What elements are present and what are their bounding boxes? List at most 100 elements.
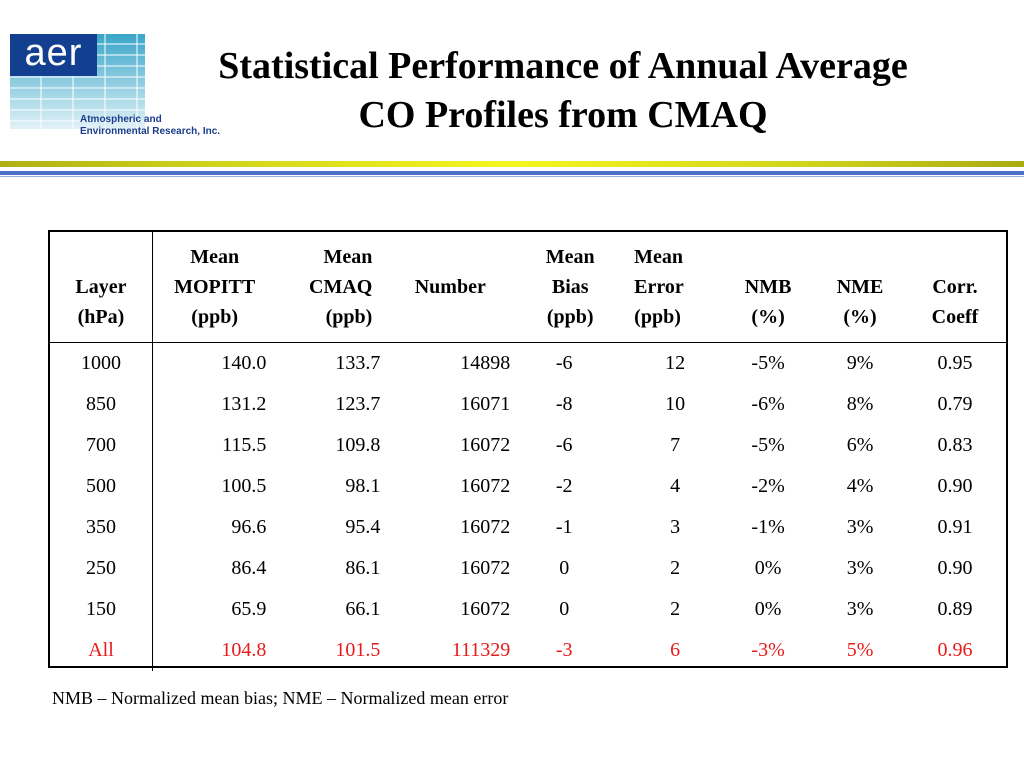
table-row: 350 96.6 95.4 16072 -1 3 -1% 3% 0.91	[50, 507, 1006, 548]
table-cell: 7	[670, 434, 681, 456]
table-cell: -2	[555, 475, 573, 497]
table-cell: -1	[555, 516, 573, 538]
table-cell: 140.0	[221, 352, 267, 374]
table-cell: 86.1	[345, 557, 381, 579]
table-row: 250 86.4 86.1 16072 0 2 0% 3% 0.90	[50, 548, 1006, 589]
table-cell: 150	[50, 589, 153, 630]
logo-mark: aer	[10, 34, 97, 76]
table-cell: 1000	[50, 342, 153, 384]
aer-logo: aer Atmospheric and Environmental Resear…	[10, 34, 235, 139]
table-cell: 3%	[846, 598, 874, 620]
column-header-line: (%)	[751, 306, 785, 328]
table-row: 150 65.9 66.1 16072 0 2 0% 3% 0.89	[50, 589, 1006, 630]
table-cell: 700	[50, 425, 153, 466]
footnote: NMB – Normalized mean bias; NME – Normal…	[52, 688, 509, 708]
column-header-line: MOPITT	[174, 276, 256, 298]
table-cell: 0.96	[937, 639, 973, 661]
column-header-line: NMB	[744, 276, 792, 298]
table-cell: 250	[50, 548, 153, 589]
column-header: Number	[380, 232, 521, 343]
table-cell: 16072	[460, 516, 511, 538]
column-header: Mean CMAQ (ppb)	[276, 232, 381, 343]
table-cell: -8	[555, 393, 573, 415]
column-header-line: Layer	[75, 276, 127, 298]
table-cell: 350	[50, 507, 153, 548]
table-cell: 3%	[846, 557, 874, 579]
column-header-line	[380, 242, 520, 272]
column-header-line: CMAQ	[309, 276, 373, 298]
table-cell: 4%	[846, 475, 874, 497]
table-cell: 0.83	[937, 434, 973, 456]
table-cell: 65.9	[231, 598, 267, 620]
table-cell: 0%	[754, 557, 782, 579]
table-cell: 96.6	[231, 516, 267, 538]
column-header: Corr. Coeff	[904, 232, 1006, 343]
total-row: All 104.8 101.5 111329 -3 6 -3% 5% 0.96	[50, 630, 1006, 671]
table-row: 850 131.2 123.7 16071 -8 10 -6% 8% 0.79	[50, 384, 1006, 425]
table-body: 1000 140.0 133.7 14898 -6 12 -5% 9% 0.95 850 131.2…	[50, 342, 1006, 671]
column-header-line	[816, 242, 904, 272]
table-cell: 0.79	[937, 393, 973, 415]
divider-blue	[0, 171, 1024, 175]
table-cell: -2%	[751, 475, 785, 497]
table-cell: 9%	[846, 352, 874, 374]
table-cell: 123.7	[335, 393, 381, 415]
column-header-line: Corr.	[932, 276, 978, 298]
table-cell: -6	[555, 352, 573, 374]
logo-company-name: Atmospheric and Environmental Research, …	[80, 114, 220, 138]
column-header-line: Bias	[551, 276, 589, 298]
table-cell: 100.5	[221, 475, 267, 497]
table-cell: 14898	[460, 352, 511, 374]
column-header-line: (ppb)	[546, 306, 594, 328]
table-cell: 115.5	[222, 434, 267, 456]
table-cell: 131.2	[221, 393, 267, 415]
column-header-line: (%)	[843, 306, 877, 328]
column-header: Mean Bias (ppb)	[520, 232, 621, 343]
divider-blue-thin	[0, 176, 1024, 177]
column-header-line: (ppb)	[634, 306, 681, 328]
column-header-line: NME	[836, 276, 884, 298]
table-row: 1000 140.0 133.7 14898 -6 12 -5% 9% 0.95	[50, 342, 1006, 384]
table-cell: 16071	[460, 393, 511, 415]
page-title: Statistical Performance of Annual Averag…	[150, 42, 976, 140]
table-cell: 6%	[846, 434, 874, 456]
table-header-row: Layer (hPa) Mean MOPITT (ppb) Mean CMAQ (ppb) Nu…	[50, 232, 1006, 343]
table-cell: 0.90	[937, 557, 973, 579]
table-cell: 5%	[846, 639, 874, 661]
column-header-line: Mean	[545, 246, 595, 268]
column-header: Layer (hPa)	[50, 232, 153, 343]
column-header-line	[904, 242, 1006, 272]
table-cell: 0%	[754, 598, 782, 620]
column-header-line: (ppb)	[191, 306, 238, 328]
table-cell: 16072	[460, 434, 511, 456]
table-cell: 16072	[460, 475, 511, 497]
table-cell: 0.91	[937, 516, 973, 538]
table-cell: All	[50, 630, 153, 671]
table-row: 700 115.5 109.8 16072 -6 7 -5% 6% 0.83	[50, 425, 1006, 466]
column-header-line: Number	[414, 276, 486, 298]
table-cell: 850	[50, 384, 153, 425]
table-cell: -1%	[751, 516, 785, 538]
divider-green	[0, 161, 1024, 167]
table-cell: 98.1	[345, 475, 381, 497]
table-cell: 10	[665, 393, 686, 415]
logo-name-line2: Environmental Research, Inc.	[80, 126, 221, 137]
table-cell: 101.5	[335, 639, 381, 661]
table-cell: 133.7	[335, 352, 381, 374]
logo-name-line1: Atmospheric and	[80, 114, 162, 125]
table-cell: 0	[559, 557, 570, 579]
title-line1: Statistical Performance of Annual Averag…	[218, 45, 908, 87]
table-cell: -6%	[751, 393, 785, 415]
column-header-line: Error	[634, 276, 684, 298]
table-cell: 109.8	[335, 434, 381, 456]
table-cell: 3	[670, 516, 681, 538]
table-cell: 2	[670, 598, 681, 620]
table-row: 500 100.5 98.1 16072 -2 4 -2% 4% 0.90	[50, 466, 1006, 507]
column-header-line	[720, 242, 816, 272]
table-cell: 3%	[846, 516, 874, 538]
table-cell: 12	[665, 352, 686, 374]
table-cell: 66.1	[345, 598, 381, 620]
column-header-line: (hPa)	[77, 306, 125, 328]
column-header-line: Mean	[323, 246, 373, 268]
table-cell: -5%	[751, 352, 785, 374]
